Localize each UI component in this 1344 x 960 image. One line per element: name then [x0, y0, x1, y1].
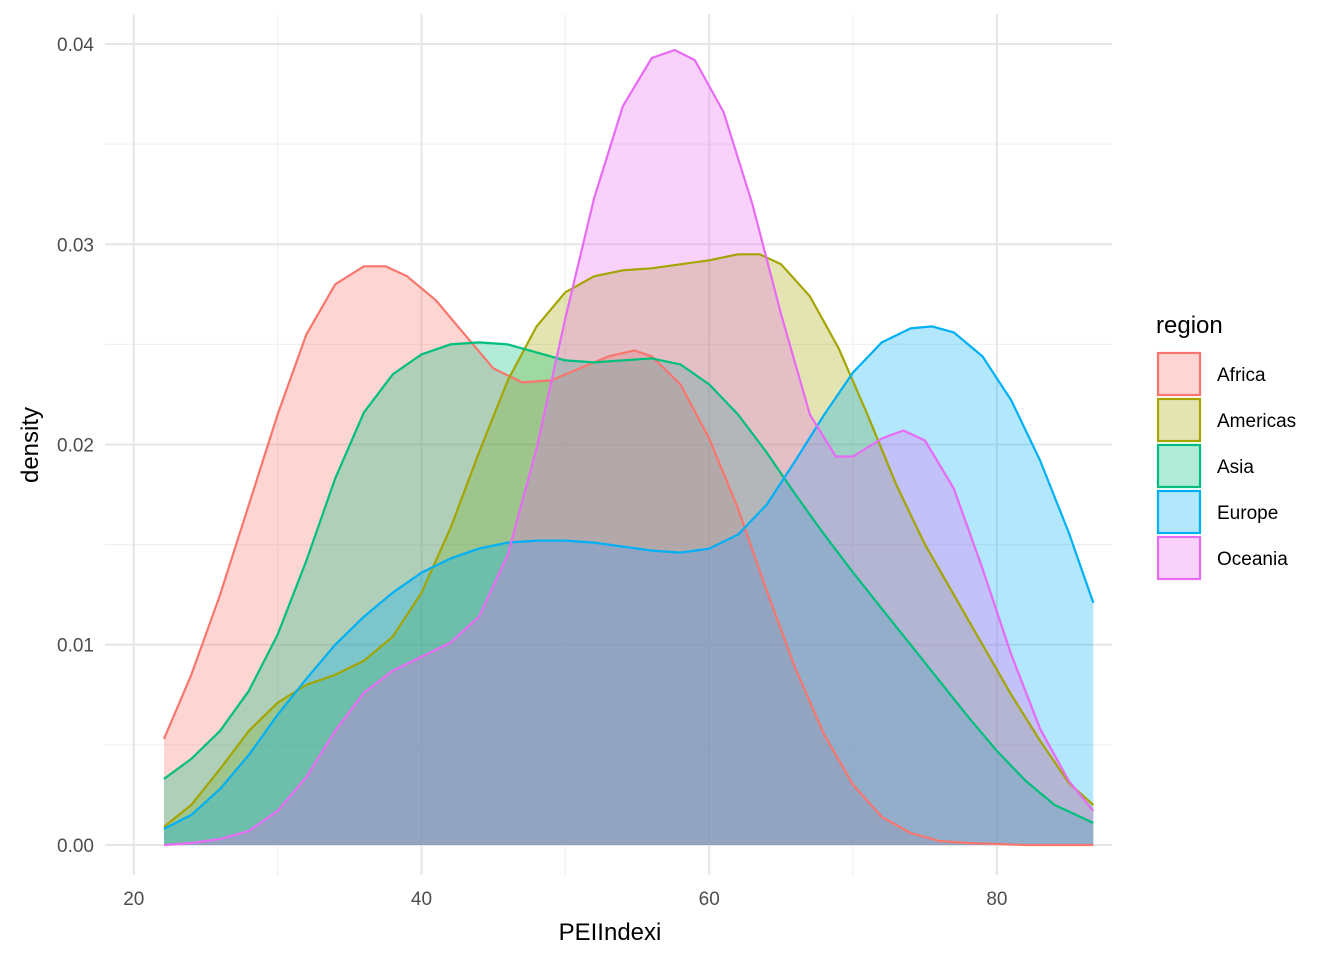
- legend-key-africa: [1156, 351, 1202, 397]
- density-area-oceania: [164, 50, 1094, 845]
- density-line-americas: [163, 253, 1095, 828]
- legend-label-africa: Africa: [1217, 365, 1266, 386]
- y-tick-label: 0.00: [57, 836, 94, 857]
- y-axis-title: density: [17, 407, 44, 483]
- x-tick-label: 80: [986, 889, 1007, 910]
- y-axis-ticks: 0.00 0.01 0.02 0.03 0.04: [57, 35, 94, 857]
- legend-label-europe: Europe: [1217, 503, 1278, 524]
- legend-items: Africa Americas Asia Europe Oceania: [1156, 351, 1296, 581]
- legend-key-europe: [1156, 489, 1202, 535]
- x-axis-ticks: 20 40 60 80: [123, 889, 1007, 910]
- major-gridlines: [105, 14, 1112, 875]
- x-tick-label: 20: [123, 889, 144, 910]
- density-line-europe: [163, 325, 1095, 830]
- legend-title: region: [1156, 312, 1223, 339]
- legend-label-americas: Americas: [1217, 411, 1296, 432]
- legend: region Africa Americas Asia Europe Oceania: [1156, 312, 1296, 581]
- density-areas: [164, 50, 1094, 846]
- y-tick-label: 0.04: [57, 35, 94, 56]
- y-tick-label: 0.01: [57, 636, 94, 657]
- density-area-europe: [164, 326, 1094, 845]
- density-area-asia: [164, 342, 1094, 845]
- y-tick-label: 0.03: [57, 235, 94, 256]
- legend-key-asia: [1156, 443, 1202, 489]
- density-line-oceania: [163, 48, 1095, 847]
- y-tick-label: 0.02: [57, 436, 94, 457]
- density-lines: [162, 48, 1095, 847]
- x-tick-label: 60: [699, 889, 720, 910]
- x-tick-label: 40: [411, 889, 432, 910]
- legend-label-asia: Asia: [1217, 457, 1254, 478]
- legend-key-americas: [1156, 397, 1202, 443]
- legend-key-oceania: [1156, 535, 1202, 581]
- density-line-asia: [163, 341, 1094, 824]
- x-axis-title: PEIIndexi: [559, 919, 662, 946]
- density-area-africa: [164, 266, 1094, 845]
- legend-label-oceania: Oceania: [1217, 549, 1288, 570]
